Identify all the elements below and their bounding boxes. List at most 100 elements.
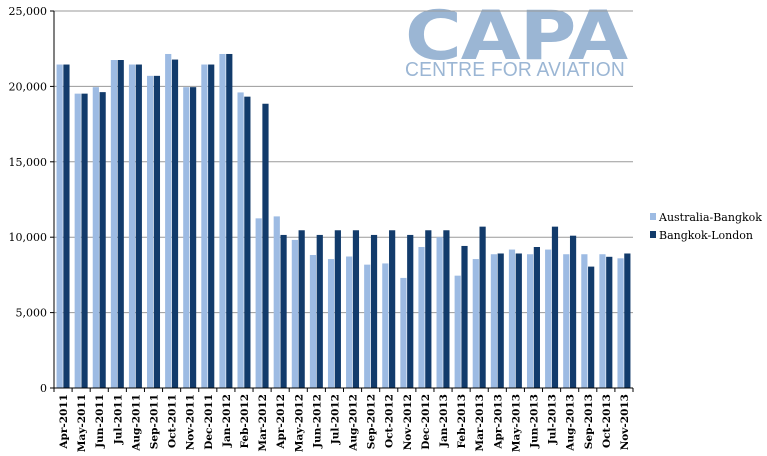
- bar-bangkok-london-14: [316, 234, 323, 388]
- x-tick-label: Mar-2013: [474, 394, 486, 452]
- bar-bangkok-london-2: [99, 92, 106, 388]
- bar-australia-bangkok-23: [472, 259, 479, 388]
- y-tick-label: 10,000: [9, 231, 48, 244]
- bar-bangkok-london-22: [461, 245, 468, 388]
- legend-swatch: [650, 231, 656, 238]
- x-tick-label: Jun-2013: [528, 394, 540, 449]
- bar-bangkok-london-9: [226, 53, 233, 389]
- bar-bangkok-london-13: [298, 230, 305, 388]
- x-tick-label: Sep-2012: [366, 394, 378, 449]
- x-tick-label: Dec-2012: [420, 394, 432, 450]
- bar-australia-bangkok-13: [291, 239, 298, 388]
- bar-australia-bangkok-18: [382, 263, 389, 388]
- x-tick-label: Jul-2013: [547, 394, 559, 445]
- bar-australia-bangkok-6: [165, 53, 172, 389]
- x-tick-label: May-2013: [510, 394, 522, 452]
- bar-australia-bangkok-4: [128, 64, 136, 388]
- bar-australia-bangkok-0: [56, 64, 63, 388]
- bar-bangkok-london-4: [135, 64, 142, 388]
- bar-bangkok-london-6: [171, 59, 179, 389]
- bar-australia-bangkok-20: [418, 247, 425, 388]
- bar-bangkok-london-19: [407, 234, 414, 388]
- bar-bangkok-london-24: [497, 253, 504, 388]
- bar-bangkok-london-17: [370, 234, 378, 388]
- bar-bangkok-london-1: [81, 93, 88, 388]
- bar-bangkok-london-30: [606, 256, 613, 388]
- bar-bangkok-london-26: [533, 247, 540, 388]
- x-tick-label: Mar-2012: [257, 394, 269, 452]
- bar-bangkok-london-11: [262, 103, 269, 388]
- bar-australia-bangkok-2: [92, 87, 99, 389]
- logo-main-text: CAPA: [405, 0, 629, 76]
- legend: Australia-Bangkok Bangkok-London: [650, 211, 762, 242]
- x-tick-label: Feb-2013: [456, 394, 468, 448]
- x-tick-label: Aug-2012: [348, 394, 360, 452]
- bar-bangkok-london-8: [208, 64, 215, 388]
- x-axis-ticks: Apr-2011 May-2011 Jun-2011 Jul-2011 Aug-2011…: [53, 388, 634, 452]
- bar-australia-bangkok-1: [74, 93, 81, 388]
- bar-australia-bangkok-25: [508, 249, 516, 388]
- x-tick-label: Nov-2011: [185, 394, 197, 450]
- bar-bangkok-london-20: [425, 230, 432, 388]
- bar-australia-bangkok-28: [563, 254, 570, 388]
- bar-australia-bangkok-21: [436, 237, 443, 388]
- x-tick-label: May-2011: [76, 394, 88, 452]
- bar-australia-bangkok-31: [617, 258, 624, 388]
- bar-bangkok-london-21: [443, 230, 450, 388]
- y-tick-label: 15,000: [9, 156, 48, 169]
- bar-bangkok-london-27: [551, 226, 559, 388]
- bar-bangkok-london-23: [479, 226, 486, 388]
- bar-bangkok-london-12: [280, 234, 287, 388]
- x-tick-label: Jul-2012: [329, 394, 341, 445]
- x-tick-label: Apr-2013: [492, 394, 504, 450]
- x-tick-label: Jun-2011: [94, 394, 106, 449]
- bar-bangkok-london-10: [244, 96, 251, 388]
- x-tick-label: Oct-2012: [384, 394, 396, 448]
- bar-australia-bangkok-12: [273, 216, 280, 388]
- bar-bangkok-london-0: [63, 64, 70, 388]
- legend-label: Australia-Bangkok: [658, 211, 762, 224]
- x-tick-label: Apr-2011: [58, 394, 70, 450]
- y-tick-label: 20,000: [9, 80, 48, 93]
- x-tick-label: Sep-2013: [583, 394, 595, 449]
- bar-australia-bangkok-19: [400, 277, 407, 388]
- bar-australia-bangkok-30: [599, 254, 606, 388]
- capa-logo: CAPA CENTRE FOR AVIATION: [405, 0, 630, 81]
- x-tick-label: Oct-2013: [601, 394, 613, 448]
- x-tick-label: Sep-2011: [149, 394, 161, 449]
- bars: [56, 53, 631, 389]
- bar-australia-bangkok-9: [219, 53, 226, 389]
- x-tick-label: Nov-2013: [619, 394, 631, 450]
- x-tick-label: Jan-2013: [438, 394, 450, 448]
- x-tick-label: Feb-2012: [239, 394, 251, 448]
- x-tick-label: Oct-2011: [167, 394, 179, 448]
- bar-australia-bangkok-8: [201, 64, 208, 388]
- x-tick-label: Jun-2012: [311, 394, 323, 449]
- legend-label: Bangkok-London: [659, 229, 753, 242]
- bar-bangkok-london-31: [624, 253, 631, 388]
- bar-australia-bangkok-22: [454, 275, 461, 388]
- bar-australia-bangkok-26: [526, 254, 534, 388]
- legend-swatch: [650, 213, 656, 220]
- bar-australia-bangkok-14: [309, 254, 317, 388]
- bar-australia-bangkok-29: [581, 254, 588, 388]
- bar-australia-bangkok-10: [237, 92, 244, 388]
- y-tick-label: 0: [40, 382, 47, 395]
- bar-australia-bangkok-27: [545, 249, 552, 388]
- y-axis-ticks: 0 5,000 10,000 15,000 20,000 25,000: [9, 5, 54, 395]
- bar-australia-bangkok-15: [327, 259, 335, 388]
- x-tick-label: Jan-2012: [221, 394, 233, 448]
- bar-australia-bangkok-16: [346, 256, 353, 388]
- y-tick-label: 25,000: [9, 5, 48, 18]
- x-tick-label: Apr-2012: [275, 394, 287, 450]
- x-tick-label: Jul-2011: [112, 394, 124, 445]
- x-tick-label: May-2012: [293, 394, 305, 452]
- bar-bangkok-london-29: [588, 266, 595, 388]
- bar-bangkok-london-18: [389, 230, 396, 388]
- x-tick-label: Aug-2013: [565, 394, 577, 452]
- x-tick-label: Aug-2011: [130, 394, 142, 452]
- x-tick-label: Dec-2011: [203, 394, 215, 450]
- bar-australia-bangkok-11: [255, 218, 262, 388]
- y-tick-label: 5,000: [16, 307, 48, 320]
